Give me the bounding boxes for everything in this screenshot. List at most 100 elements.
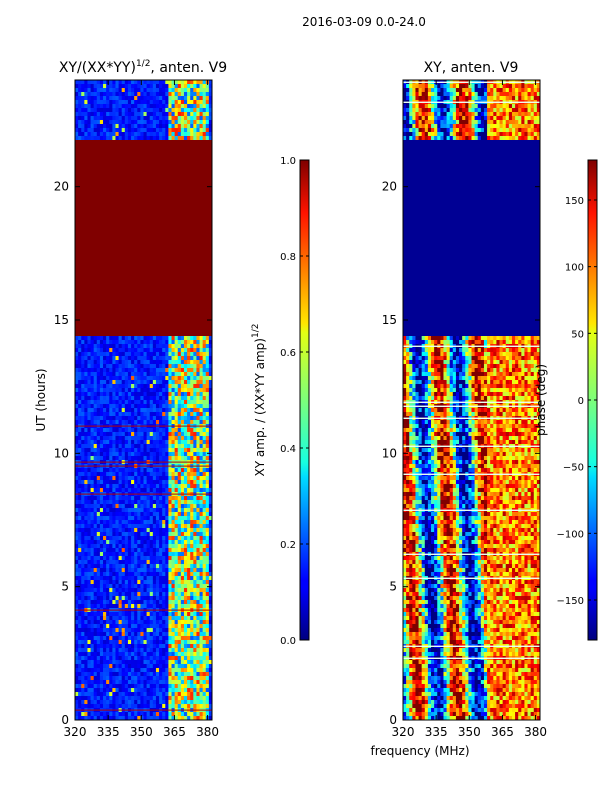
heatmap-cell [115,704,120,709]
heatmap-cell [187,364,191,369]
heatmap-cell [118,96,123,101]
heatmap-cell [99,444,104,449]
heatmap-cell [87,672,92,677]
heatmap-cell [174,88,179,93]
heatmap-cell [127,456,132,461]
heatmap-cell [134,356,138,361]
heatmap-cell [112,348,117,353]
heatmap-cell [202,676,207,681]
heatmap-cell [87,432,92,437]
heatmap-cell [75,224,212,229]
heatmap-cell [99,132,104,137]
heatmap-cell [208,500,212,505]
heatmap-cell [205,444,210,449]
heatmap-cell [205,612,210,617]
heatmap-cell [168,364,173,369]
heatmap-cell [143,132,148,137]
heatmap-cell [143,112,148,117]
heatmap-cell [96,596,101,601]
heatmap-cell [165,104,170,109]
heatmap-cell [202,524,207,529]
heatmap-cell [174,436,179,441]
heatmap-cell [149,104,154,109]
heatmap-cell [137,396,141,401]
heatmap-cell [208,488,212,493]
heatmap-cell [112,664,117,669]
heatmap-cell [134,132,138,137]
heatmap-cell [205,476,210,481]
heatmap-cell [134,348,138,353]
heatmap-cell [208,384,212,389]
heatmap-cell [171,92,176,97]
heatmap-cell [199,536,204,541]
heatmap-cell [93,692,98,697]
heatmap-cell [106,472,110,477]
heatmap-cell [103,680,107,685]
heatmap-cell [149,520,154,525]
heatmap-cell [174,504,179,509]
heatmap-cell [75,280,212,285]
heatmap-cell [187,392,191,397]
heatmap-cell [199,528,204,533]
heatmap-cell [155,352,160,357]
heatmap-cell [180,92,185,97]
heatmap-cell [183,472,188,477]
heatmap-cell [115,448,120,453]
heatmap-cell [112,476,117,481]
heatmap-cell [124,576,129,581]
heatmap-cell [187,652,191,657]
heatmap-cell [106,676,110,681]
heatmap-cell [174,624,179,629]
heatmap-cell [87,588,92,593]
heatmap-cell [171,440,176,445]
heatmap-cell [180,684,185,689]
heatmap-cell [193,568,198,573]
heatmap-cell [78,628,82,633]
heatmap-cell [177,544,182,549]
heatmap-cell [162,416,166,421]
heatmap-cell [174,428,179,433]
heatmap-cell [93,660,98,665]
heatmap-cell [168,624,173,629]
heatmap-cell [112,712,117,717]
heatmap-cell [81,508,85,513]
heatmap-cell [127,348,132,353]
left-x-tick-label: 350 [130,725,153,739]
heatmap-cell [109,472,113,477]
heatmap-cell [81,696,85,701]
heatmap-cell [118,472,123,477]
heatmap-cell [75,216,212,221]
heatmap-cell [165,360,170,365]
heatmap-cell [165,572,170,577]
heatmap-cell [205,372,210,377]
heatmap-cell [177,692,182,697]
heatmap-cell [146,628,151,633]
heatmap-cell [168,540,173,545]
heatmap-cell [106,340,110,345]
heatmap-cell [87,456,92,461]
heatmap-cell [149,704,154,709]
heatmap-cell [159,528,163,533]
heatmap-cell [121,132,126,137]
heatmap-cell [84,716,89,720]
heatmap-cell [131,404,135,409]
heatmap-cell [177,408,182,413]
heatmap-cell [199,592,204,597]
heatmap-cell [162,524,166,529]
heatmap-cell [193,584,198,589]
heatmap-cell [103,340,107,345]
heatmap-cell [109,544,113,549]
heatmap-cell [174,124,179,129]
heatmap-cell [183,700,188,705]
heatmap-cell [190,560,194,565]
heatmap-cell [143,472,148,477]
heatmap-cell [199,656,204,661]
heatmap-cell [131,88,135,93]
heatmap-cell [190,88,194,93]
heatmap-cell [81,456,85,461]
heatmap-cell [205,448,210,453]
heatmap-cell [146,100,151,105]
heatmap-cell [140,428,145,433]
left-colorbar-tick-label: 0.8 [280,252,296,263]
heatmap-cell [127,592,132,597]
